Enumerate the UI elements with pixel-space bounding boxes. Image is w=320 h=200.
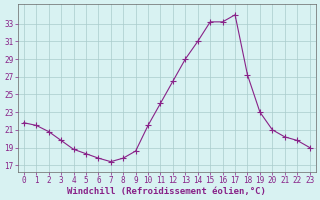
- X-axis label: Windchill (Refroidissement éolien,°C): Windchill (Refroidissement éolien,°C): [67, 187, 266, 196]
